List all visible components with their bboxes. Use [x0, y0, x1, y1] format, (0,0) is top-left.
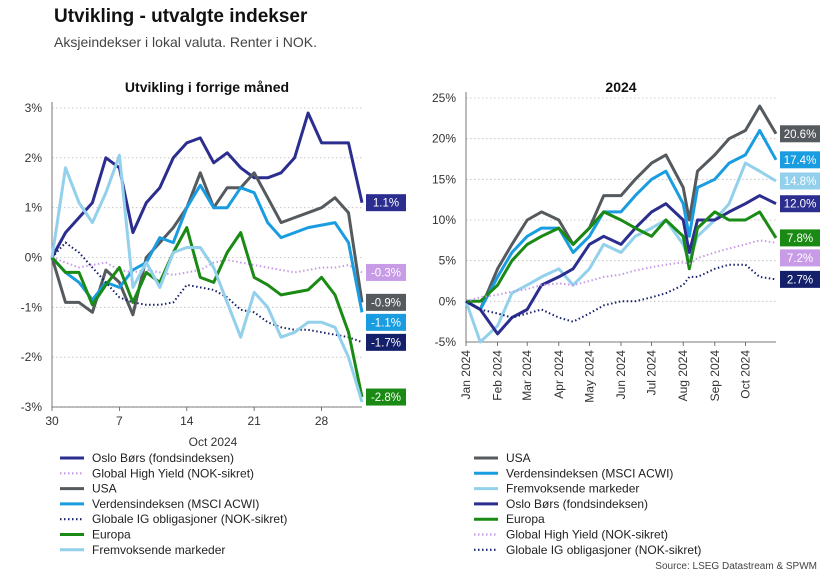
end-label-box	[780, 125, 820, 143]
legend-label: Europa	[92, 528, 131, 542]
y-tick-label: 3%	[25, 101, 43, 115]
end-label-box	[366, 293, 406, 311]
legend-label: Oslo Børs (fondsindeksen)	[506, 497, 648, 511]
legend-label: Global High Yield (NOK-sikret)	[506, 528, 668, 542]
series-line	[465, 129, 778, 311]
x-tick-label: Aug 2024	[676, 350, 690, 402]
series-line	[466, 210, 778, 303]
end-label-box	[780, 195, 820, 213]
page-title: Utvikling - utvalgte indekser	[54, 6, 308, 27]
end-label: 2.7%	[787, 274, 813, 286]
x-tick-label: Feb 2024	[491, 350, 505, 401]
end-label-box	[366, 313, 406, 331]
legend-label: Globale IG obligasjoner (NOK-sikret)	[506, 543, 701, 557]
end-label: -0.9%	[371, 297, 401, 309]
legend-label: Globale IG obligasjoner (NOK-sikret)	[92, 512, 287, 526]
series-line	[50, 183, 364, 313]
end-label-box	[366, 388, 406, 406]
series-line	[465, 263, 777, 323]
legend-label: Global High Yield (NOK-sikret)	[92, 466, 254, 480]
end-label-box	[366, 194, 406, 212]
x-tick-label: Sep 2024	[708, 350, 722, 402]
series-line	[464, 161, 777, 344]
y-tick-label: 1%	[25, 201, 43, 215]
legend-label: USA	[506, 451, 531, 465]
y-tick-label: -3%	[21, 400, 43, 414]
end-label-box	[366, 263, 406, 281]
end-label: 7.8%	[787, 233, 813, 245]
chart-title: Utvikling i forrige måned	[125, 79, 289, 95]
end-label: 1.1%	[373, 198, 399, 210]
legend-label: Fremvoksende markeder	[506, 482, 639, 496]
x-tick-label: Jun 2024	[614, 350, 628, 400]
y-tick-label: 25%	[432, 91, 456, 105]
end-label-box	[780, 229, 820, 247]
series-line	[50, 153, 364, 403]
x-tick-label: Oct 2024	[738, 350, 752, 399]
x-tick-label: 7	[116, 414, 123, 428]
y-tick-label: -5%	[435, 335, 457, 349]
series-line	[51, 256, 363, 276]
end-label: 20.6%	[784, 129, 817, 141]
chart-1: Utvikling i forrige måned 3% 2% 1% 0% -1% -2% -…	[21, 79, 406, 557]
y-tick-label: 15%	[432, 172, 456, 186]
x-tick-label: Apr 2024	[552, 350, 566, 399]
y-tick-label: 2%	[25, 151, 43, 165]
end-label-box	[780, 270, 820, 288]
x-tick-label: 14	[180, 414, 194, 428]
chart-title: 2024	[605, 79, 636, 95]
y-tick-label: 10%	[432, 213, 456, 227]
x-tick-label: Jul 2024	[645, 350, 659, 396]
x-tick-label: May 2024	[582, 350, 596, 403]
page-subtitle: Aksjeindekser i lokal valuta. Renter i N…	[54, 34, 317, 50]
x-tick-label: 28	[315, 414, 329, 428]
x-tick-label: Jan 2024	[459, 350, 473, 400]
y-tick-label: 0%	[439, 294, 457, 308]
end-label: 12.0%	[784, 199, 817, 211]
end-label-box	[780, 151, 820, 169]
x-tick-label: Mar 2024	[520, 350, 534, 401]
series-line	[50, 111, 364, 259]
end-label: 14.8%	[784, 176, 817, 188]
legend-label: Verdensindeksen (MSCI ACWI)	[506, 466, 673, 480]
end-label: 17.4%	[784, 155, 817, 167]
series-line	[50, 226, 364, 398]
y-tick-label: 5%	[439, 254, 457, 268]
legend-label: Fremvoksende markeder	[92, 543, 225, 557]
y-tick-label: -2%	[21, 350, 43, 364]
legend-label: Europa	[506, 512, 545, 526]
end-label: -1.7%	[371, 337, 401, 349]
end-label-box	[366, 333, 406, 351]
end-label-box	[780, 172, 820, 190]
x-tick-label: 30	[45, 414, 59, 428]
y-tick-label: 20%	[432, 132, 456, 146]
end-label: 7.2%	[787, 253, 813, 265]
end-label-box	[780, 249, 820, 267]
end-label: -2.8%	[371, 392, 401, 404]
series-line	[50, 171, 364, 317]
x-axis-label: Oct 2024	[189, 435, 238, 449]
source-note: Source: LSEG Datastream & SPWM	[655, 561, 817, 572]
y-tick-label: -1%	[21, 300, 43, 314]
legend-label: Verdensindeksen (MSCI ACWI)	[92, 497, 259, 511]
legend-label: USA	[92, 482, 117, 496]
x-tick-label: 21	[247, 414, 261, 428]
legend-label: Oslo Børs (fondsindeksen)	[92, 451, 234, 465]
y-tick-label: 0%	[25, 251, 43, 265]
end-label: -1.1%	[371, 317, 401, 329]
series-line	[465, 104, 778, 311]
chart-2: 2024 25% 20% 15% 10% 5% 0% -5%Jan 2024 Feb 2024 M…	[432, 79, 820, 557]
end-label: -0.3%	[371, 267, 401, 279]
